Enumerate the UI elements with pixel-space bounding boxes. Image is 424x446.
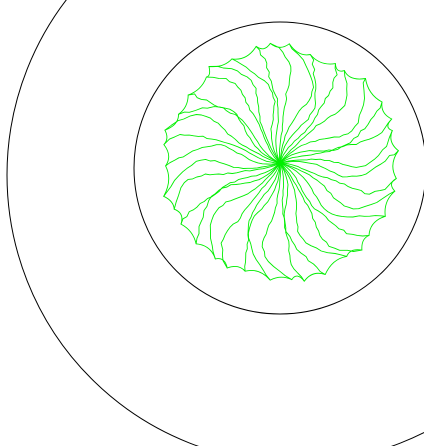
strand xyxy=(279,162,396,210)
strand xyxy=(279,54,317,164)
strand xyxy=(231,58,281,164)
strand xyxy=(165,144,281,167)
strand xyxy=(279,162,363,252)
strand xyxy=(195,162,281,245)
strand xyxy=(205,76,281,164)
strand xyxy=(279,162,326,275)
strand xyxy=(279,162,397,195)
strand xyxy=(279,70,348,164)
strand xyxy=(279,78,366,164)
strand xyxy=(187,93,281,164)
strand xyxy=(208,65,281,164)
strand xyxy=(247,162,281,281)
outer-circle xyxy=(6,0,424,446)
strand xyxy=(178,106,281,164)
strand-rim xyxy=(163,42,399,282)
strand xyxy=(180,162,281,225)
strand xyxy=(279,63,338,164)
strand xyxy=(279,101,383,164)
radial-strand-pattern xyxy=(163,42,399,282)
strand xyxy=(279,162,370,237)
strand xyxy=(279,150,399,178)
strand xyxy=(220,162,281,269)
strand xyxy=(261,162,293,281)
strand xyxy=(269,42,292,164)
strand xyxy=(279,162,386,218)
strand xyxy=(279,130,393,168)
strand xyxy=(279,162,305,282)
strand xyxy=(279,162,348,257)
strand xyxy=(244,162,281,272)
inner-circle xyxy=(133,21,424,315)
strand xyxy=(209,162,281,260)
strand xyxy=(279,43,314,164)
strand xyxy=(163,158,281,197)
strand xyxy=(173,162,281,210)
strand xyxy=(255,45,281,164)
strand xyxy=(163,134,281,164)
strand xyxy=(279,118,393,164)
strand xyxy=(164,114,281,164)
